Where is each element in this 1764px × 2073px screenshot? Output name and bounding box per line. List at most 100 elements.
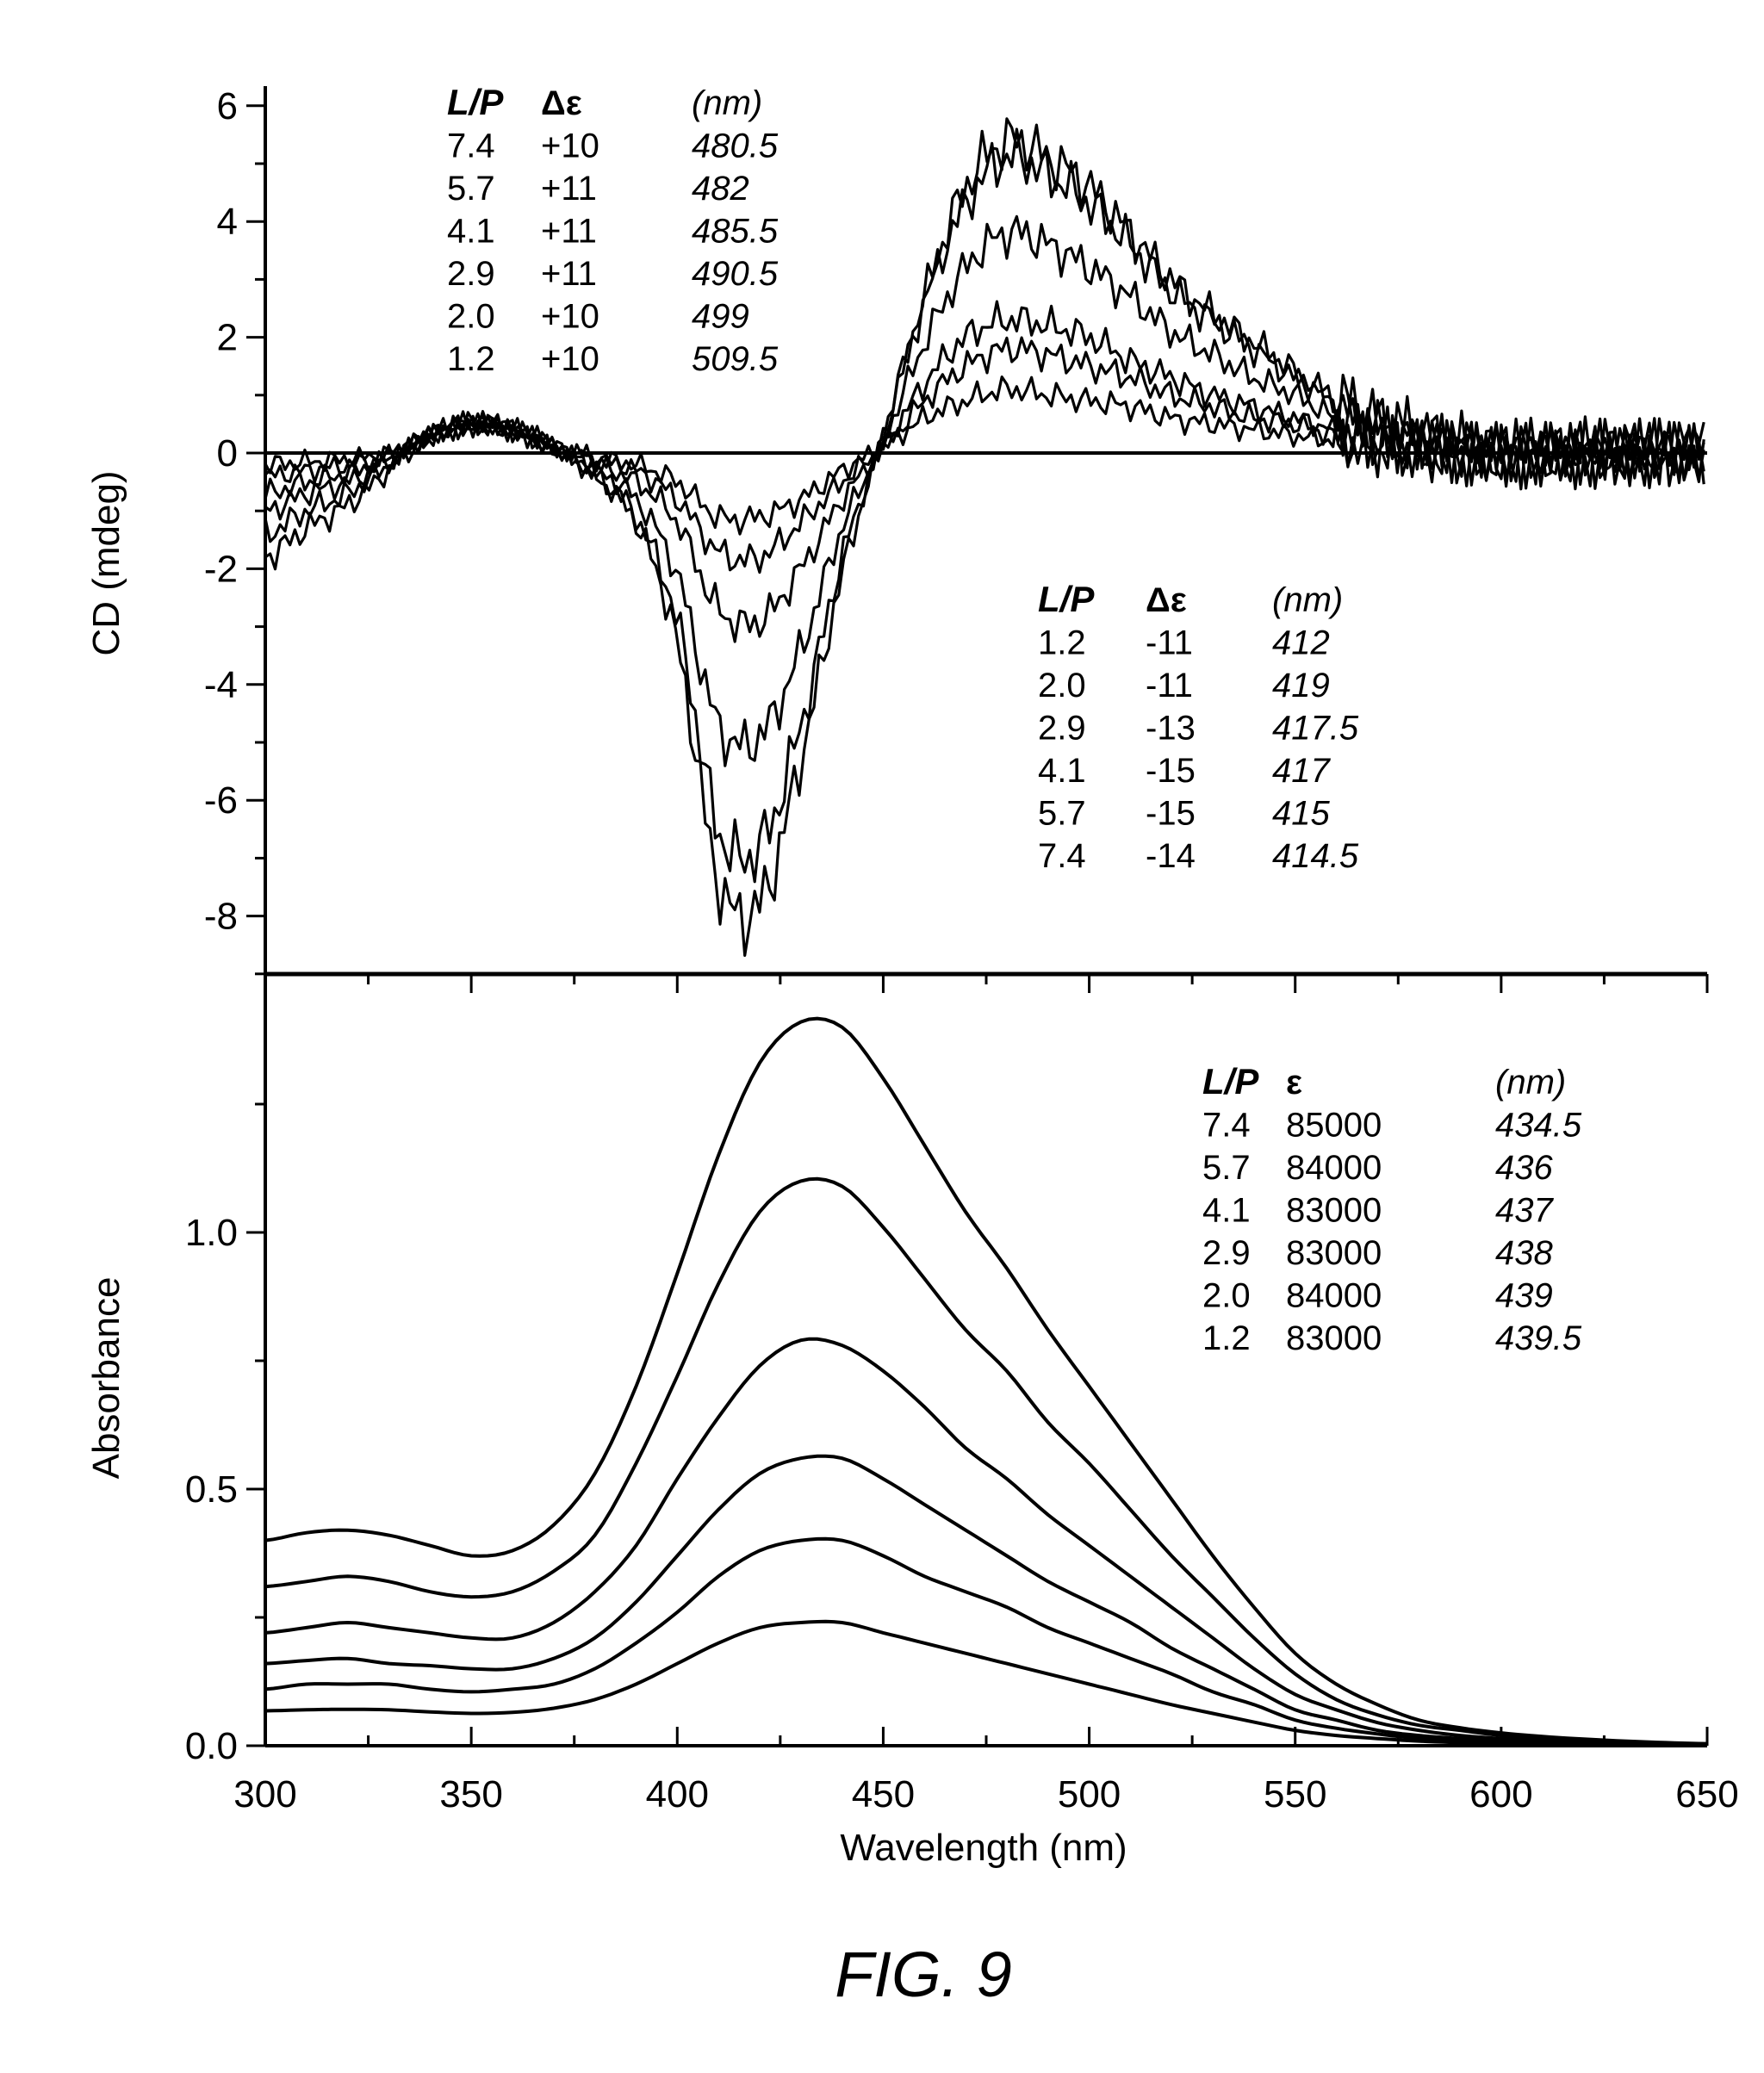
legend-cell: 1.2	[1202, 1319, 1251, 1357]
absorbance-series-line	[264, 1016, 1708, 1746]
legend-header: L/P	[1038, 579, 1095, 619]
legend-cell: 415	[1272, 795, 1330, 833]
legend-header: L/P	[1202, 1061, 1259, 1102]
legend-cell: 7.4	[1202, 1107, 1251, 1145]
x-axis-label: Wavelength (nm)	[840, 1827, 1127, 1869]
x-tick-label: 400	[646, 1773, 709, 1815]
legend-cell: 412	[1272, 624, 1330, 662]
legend-cell: 83000	[1286, 1192, 1382, 1230]
cd-series-line	[264, 375, 1705, 536]
legend-cell: +11	[541, 170, 597, 208]
legend-cell: 2.9	[1038, 710, 1086, 748]
cd-positive-band-table: L/P Δε (nm) 7.4 +10 480.5 5.7 +11 482 4.1 +11 485.5…	[447, 82, 779, 378]
legend-cell: 2.0	[1038, 667, 1086, 704]
legend-cell: 438	[1495, 1234, 1553, 1272]
absorbance-y-axis-label: Absorbance	[85, 1277, 127, 1480]
legend-cell: 84000	[1286, 1149, 1382, 1187]
legend-header: (nm)	[1272, 581, 1343, 619]
legend-cell: -15	[1146, 752, 1196, 790]
abs-y-tick-label: 0.0	[185, 1725, 238, 1767]
cd-y-tick-label: 2	[217, 317, 238, 359]
absorbance-series-line	[264, 1176, 1708, 1747]
cd-y-tick-label: 4	[217, 201, 238, 243]
cd-y-tick-label: 0	[217, 432, 238, 475]
absorbance-series-line	[264, 1337, 1708, 1747]
legend-cell: 2.9	[1202, 1234, 1251, 1272]
legend-cell: 1.2	[1038, 624, 1086, 662]
legend-cell: 490.5	[692, 255, 779, 293]
x-tick-label: 650	[1675, 1773, 1738, 1815]
legend-cell: 5.7	[447, 170, 495, 208]
legend-cell: +11	[541, 255, 597, 293]
legend-cell: 7.4	[1038, 837, 1086, 875]
legend-cell: 83000	[1286, 1319, 1382, 1357]
legend-cell: 2.0	[1202, 1277, 1251, 1315]
legend-cell: 417.5	[1272, 710, 1359, 748]
legend-cell: 4.1	[1038, 752, 1086, 790]
axes: 6 4 2 0 -2 -4 -6 -8 0.0 0.5 1.0 300 350 400 450 500 550 6…	[185, 85, 1739, 1815]
legend-cell: +11	[541, 213, 597, 251]
absorbance-series-line	[264, 1454, 1707, 1747]
legend-header: L/P	[447, 82, 504, 122]
legend-cell: 499	[692, 298, 749, 336]
legend-cell: 417	[1272, 752, 1331, 790]
legend-cell: -15	[1146, 795, 1196, 833]
x-tick-label: 500	[1058, 1773, 1121, 1815]
legend-cell: 7.4	[447, 127, 495, 165]
legend-cell: -11	[1146, 624, 1193, 662]
x-tick-label: 550	[1264, 1773, 1326, 1815]
x-tick-label: 300	[233, 1773, 296, 1815]
figure-label: FIG. 9	[835, 1939, 1012, 2010]
legend-tables: L/P Δε (nm) 7.4 +10 480.5 5.7 +11 482 4.1 +11 485.5…	[447, 82, 1582, 1357]
cd-y-tick-label: -6	[204, 779, 238, 822]
legend-cell: -14	[1146, 837, 1196, 875]
labels: CD (mdeg) Absorbance Wavelength (nm) FIG…	[85, 470, 1127, 2010]
legend-cell: 439.5	[1495, 1319, 1582, 1357]
legend-cell: 414.5	[1272, 837, 1359, 875]
legend-cell: 439	[1495, 1277, 1553, 1315]
legend-cell: 480.5	[692, 127, 779, 165]
absorbance-band-table: L/P ε (nm) 7.4 85000 434.5 5.7 84000 436 4.1 83000…	[1202, 1061, 1582, 1357]
absorbance-series-line	[264, 1536, 1708, 1747]
legend-cell: 83000	[1286, 1234, 1382, 1272]
legend-cell: 434.5	[1495, 1107, 1582, 1145]
cd-y-tick-label: 6	[217, 85, 238, 127]
cd-y-tick-label: -2	[204, 548, 238, 590]
cd-y-axis-label: CD (mdeg)	[85, 470, 127, 655]
legend-cell: +10	[541, 298, 599, 336]
cd-series-line	[264, 336, 1705, 574]
cd-negative-band-table: L/P Δε (nm) 1.2 -11 412 2.0 -11 419 2.9 -13 417.5 4.…	[1038, 579, 1359, 875]
legend-cell: 509.5	[692, 340, 779, 378]
cd-y-tick-label: -4	[204, 664, 238, 706]
curves	[264, 117, 1708, 1747]
legend-cell: 482	[692, 170, 749, 208]
absorbance-series-line	[264, 1619, 1707, 1747]
legend-cell: 5.7	[1038, 795, 1086, 833]
legend-cell: 84000	[1286, 1277, 1382, 1315]
x-tick-label: 450	[852, 1773, 915, 1815]
x-tick-label: 600	[1469, 1773, 1532, 1815]
legend-header: (nm)	[692, 84, 762, 122]
legend-cell: +10	[541, 340, 599, 378]
legend-cell: 1.2	[447, 340, 495, 378]
legend-header: Δε	[1146, 581, 1187, 619]
legend-header: Δε	[541, 84, 582, 122]
legend-header: ε	[1286, 1064, 1302, 1102]
legend-header: (nm)	[1495, 1064, 1566, 1102]
legend-cell: 2.0	[447, 298, 495, 336]
legend-cell: +10	[541, 127, 599, 165]
legend-cell: 419	[1272, 667, 1330, 704]
legend-cell: 4.1	[447, 213, 495, 251]
legend-cell: 4.1	[1202, 1192, 1251, 1230]
cd-y-tick-label: -8	[204, 896, 238, 938]
legend-cell: -13	[1146, 710, 1196, 748]
legend-cell: 436	[1495, 1149, 1553, 1187]
x-tick-label: 350	[439, 1773, 502, 1815]
legend-cell: 5.7	[1202, 1149, 1251, 1187]
legend-cell: 85000	[1286, 1107, 1382, 1145]
legend-cell: 2.9	[447, 255, 495, 293]
abs-y-tick-label: 1.0	[185, 1212, 238, 1254]
abs-y-tick-label: 0.5	[185, 1468, 238, 1511]
legend-cell: -11	[1146, 667, 1193, 704]
